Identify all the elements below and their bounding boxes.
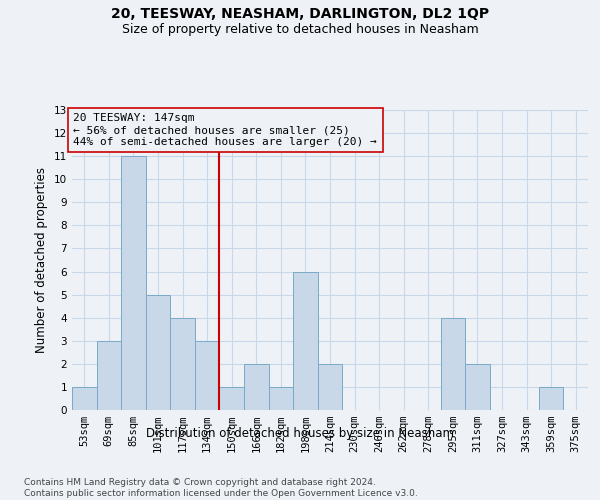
Bar — [318, 364, 342, 410]
Bar — [195, 341, 220, 410]
Bar — [293, 272, 318, 410]
Bar — [220, 387, 244, 410]
Text: Size of property relative to detached houses in Neasham: Size of property relative to detached ho… — [122, 22, 478, 36]
Bar — [440, 318, 465, 410]
Bar — [97, 341, 121, 410]
Bar — [146, 294, 170, 410]
Bar — [170, 318, 195, 410]
Text: 20 TEESWAY: 147sqm
← 56% of detached houses are smaller (25)
44% of semi-detache: 20 TEESWAY: 147sqm ← 56% of detached hou… — [73, 114, 377, 146]
Bar — [539, 387, 563, 410]
Bar — [244, 364, 269, 410]
Text: Distribution of detached houses by size in Neasham: Distribution of detached houses by size … — [146, 428, 454, 440]
Bar — [72, 387, 97, 410]
Text: Contains HM Land Registry data © Crown copyright and database right 2024.
Contai: Contains HM Land Registry data © Crown c… — [24, 478, 418, 498]
Bar — [465, 364, 490, 410]
Bar — [269, 387, 293, 410]
Text: 20, TEESWAY, NEASHAM, DARLINGTON, DL2 1QP: 20, TEESWAY, NEASHAM, DARLINGTON, DL2 1Q… — [111, 8, 489, 22]
Bar — [121, 156, 146, 410]
Y-axis label: Number of detached properties: Number of detached properties — [35, 167, 49, 353]
